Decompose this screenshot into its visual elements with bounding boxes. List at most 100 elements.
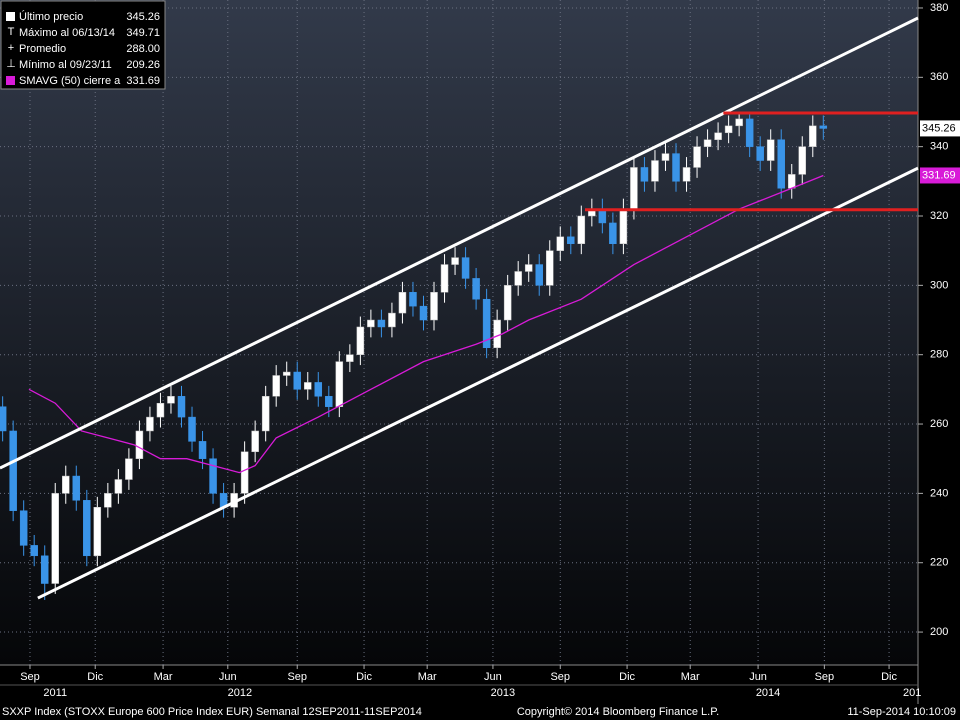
x-tick-label: Mar — [154, 671, 173, 683]
candle-body — [682, 167, 691, 182]
candle-body — [72, 475, 81, 501]
candle-body — [261, 396, 270, 432]
candle-body — [114, 479, 123, 494]
candle-body — [419, 305, 428, 321]
candle-body — [167, 396, 175, 404]
candle-body — [156, 402, 165, 418]
candle-body — [661, 153, 670, 161]
y-tick-label: 260 — [930, 418, 948, 430]
legend-icon — [6, 76, 15, 85]
candle-body — [451, 257, 459, 265]
candle-body — [93, 506, 102, 557]
candle-body — [251, 430, 259, 453]
candle-body — [798, 146, 807, 175]
axes: 200 220 240 260 280 300 320 340 360 380 Sep Dic Mar J… — [20, 2, 960, 699]
candle-body — [146, 416, 154, 432]
x-tick-label: Dic — [619, 671, 635, 683]
legend-value: 288.00 — [126, 43, 160, 55]
candle-body — [724, 125, 733, 134]
y-tick-label: 300 — [930, 279, 948, 291]
year-label: 2012 — [228, 687, 252, 699]
year-label: 2013 — [491, 687, 515, 699]
channel-line — [0, 16, 919, 470]
legend-box — [0, 0, 166, 90]
candle-body — [514, 271, 522, 286]
y-tick-label: 360 — [930, 71, 948, 83]
sma-line — [28, 174, 824, 474]
plot-background — [0, 0, 918, 665]
candle-body — [735, 118, 743, 127]
candle-body — [787, 174, 796, 189]
candle-body — [125, 458, 133, 480]
candle-body — [209, 458, 217, 494]
candle-body — [314, 382, 323, 397]
candle-body — [0, 406, 7, 432]
candle-body — [135, 430, 144, 459]
candle-body — [282, 371, 291, 376]
candle-body — [440, 264, 449, 293]
footer-left: SXXP Index (STOXX Europe 600 Price Index… — [2, 706, 422, 718]
x-tick-label: Dic — [356, 671, 372, 683]
candle-body — [461, 257, 470, 279]
x-tick-label: Dic — [87, 671, 103, 683]
y-tick-label: 380 — [930, 2, 948, 14]
candle-body — [672, 153, 680, 182]
y-tick-label: 220 — [930, 557, 948, 569]
candle-body — [472, 278, 480, 300]
y-tick-label: 240 — [930, 487, 948, 499]
candle-body — [62, 475, 70, 494]
price-tag — [920, 120, 960, 137]
x-tick-label: Mar — [681, 671, 700, 683]
footer-band — [0, 704, 960, 720]
x-tick-label: Dic — [881, 671, 897, 683]
candle-body — [640, 167, 649, 182]
y-tick-label: 280 — [930, 349, 948, 361]
candle-body — [430, 292, 438, 321]
candle-body — [756, 146, 764, 161]
x-tick-label: Mar — [418, 671, 437, 683]
candle-body — [745, 118, 754, 147]
plot — [0, 16, 919, 600]
candle-body — [335, 361, 344, 407]
candle-body — [325, 396, 333, 407]
legend-icon: T — [8, 26, 15, 38]
candle-body — [377, 319, 386, 328]
candle-body — [409, 292, 417, 307]
candle-body — [777, 139, 785, 189]
year-label: 201 — [903, 687, 921, 699]
candle-body — [630, 167, 638, 210]
channel-line — [37, 166, 919, 600]
y-tick-label: 320 — [930, 210, 948, 222]
candle-body — [19, 510, 28, 546]
year-label: 2011 — [43, 687, 67, 699]
legend-label: SMAVG (50) cierre a — [19, 75, 121, 87]
legend-label: Mínimo al 09/23/11 — [19, 59, 112, 71]
legend-icon — [6, 12, 15, 21]
candle-body — [367, 319, 375, 328]
legend-icon: + — [8, 42, 14, 54]
x-tick-label: Jun — [484, 671, 502, 683]
candle-body — [40, 555, 49, 584]
sma-tag — [920, 167, 960, 184]
candle-body — [9, 430, 17, 511]
candle-body — [545, 250, 554, 286]
x-tick-label: Sep — [815, 671, 835, 683]
candle-body — [198, 441, 207, 459]
x-tick-label: Sep — [550, 671, 570, 683]
sma-tag-label: 331.69 — [922, 169, 956, 181]
footer-center: Copyright© 2014 Bloomberg Finance L.P. — [517, 706, 719, 718]
candle-body — [556, 236, 565, 251]
legend-label: Promedio — [19, 43, 66, 55]
candle-body — [83, 500, 91, 557]
y-tick-label: 200 — [930, 626, 948, 638]
candle-body — [703, 139, 712, 147]
candle-body — [809, 125, 817, 147]
candle-body — [482, 298, 491, 349]
candle-body — [619, 208, 628, 244]
x-tick-label: Jun — [219, 671, 237, 683]
footer-right: 11-Sep-2014 10:10:09 — [847, 706, 956, 718]
candle-body — [398, 292, 407, 314]
candle-body — [819, 125, 828, 129]
candle-body — [766, 139, 775, 161]
candle-body — [577, 215, 586, 244]
